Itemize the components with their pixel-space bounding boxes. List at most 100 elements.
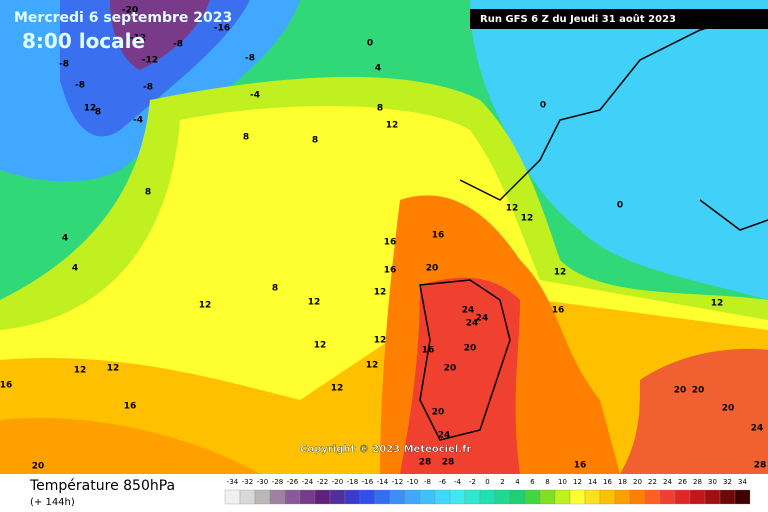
contour-label: 24	[476, 314, 489, 324]
contour-label: 12	[308, 298, 321, 308]
scale-label: 2	[500, 478, 504, 486]
contour-labels: -20-16-12-8-12-8-8-8 -8-4-412804081288844…	[0, 6, 766, 472]
contour-label: 12	[74, 366, 87, 376]
scale-swatch	[389, 489, 406, 505]
contour-label: 12	[521, 214, 534, 224]
contour-label: 20	[32, 462, 45, 472]
contour-label: 12	[374, 336, 387, 346]
scale-label: -34	[227, 478, 239, 486]
scale-swatch	[599, 489, 616, 505]
scale-swatch	[464, 489, 481, 505]
contour-label: 16	[422, 346, 435, 356]
cold-region	[470, 0, 768, 300]
scale-swatch	[239, 489, 256, 505]
contour-label: -8	[245, 54, 255, 64]
scale-swatch	[539, 489, 556, 505]
contour-label: 12	[554, 268, 567, 278]
scale-label: 14	[588, 478, 597, 486]
scale-swatch	[614, 489, 631, 505]
scale-swatch	[344, 489, 361, 505]
scale-label: 24	[663, 478, 672, 486]
contour-label: 8	[95, 108, 101, 118]
forecast-date: Mercredi 6 septembre 2023	[14, 10, 232, 26]
run-info: Run GFS 6 Z du Jeudi 31 août 2023	[480, 13, 676, 25]
contour-label: -4	[250, 91, 260, 101]
contour-label: 20	[722, 404, 735, 414]
contour-label: 8	[272, 284, 278, 294]
scale-label: 30	[708, 478, 717, 486]
scale-label: 34	[738, 478, 747, 486]
scale-swatch	[719, 489, 736, 505]
scale-label: -6	[439, 478, 447, 486]
scale-label: -12	[392, 478, 403, 486]
scale-swatch	[554, 489, 571, 505]
contour-label: 16	[384, 266, 397, 276]
contour-label: 8	[243, 133, 249, 143]
scale-label: -26	[287, 478, 299, 486]
scale-label: 12	[573, 478, 582, 486]
scale-swatch	[584, 489, 601, 505]
scale-swatch	[329, 489, 346, 505]
contour-label: 12	[331, 384, 344, 394]
hot-core	[620, 348, 768, 474]
contour-label: 8	[377, 104, 383, 114]
contour-label: 20	[674, 386, 687, 396]
contour-label: 8	[145, 188, 151, 198]
scale-label: 32	[723, 478, 732, 486]
forecast-time: 8:00 locale	[22, 29, 145, 53]
scale-label: -2	[469, 478, 476, 486]
contour-label: 16	[0, 381, 12, 391]
scale-label: -18	[347, 478, 358, 486]
contour-label: 12	[84, 104, 97, 114]
contour-label: 12	[506, 204, 519, 214]
contour-label: 24	[438, 431, 451, 441]
field-title: Température 850hPa	[29, 478, 175, 494]
copyright: Copyright © 2023 Meteociel.fr	[300, 444, 471, 455]
scale-swatch	[674, 489, 691, 505]
scale-label: 10	[558, 478, 567, 486]
contour-label: 12	[374, 288, 387, 298]
scale-swatch	[659, 489, 676, 505]
contour-label: 16	[432, 231, 445, 241]
scale-label: -20	[332, 478, 343, 486]
scale-label: 18	[618, 478, 627, 486]
warm-region	[0, 418, 260, 474]
contour-label: 24	[751, 424, 764, 434]
contour-label: -12	[142, 56, 158, 66]
scale-swatch	[569, 489, 586, 505]
contour-label: 12	[366, 361, 379, 371]
color-scale: -34 -32 -30 -28 -26 -24 -22 -20 -18 -16 -14 -12 -10-…	[224, 478, 751, 505]
scale-label: -22	[317, 478, 328, 486]
scale-swatch	[434, 489, 451, 505]
contour-label: 0	[540, 101, 546, 111]
scale-swatch	[404, 489, 421, 505]
scale-label: 16	[603, 478, 612, 486]
contour-label: 20	[692, 386, 705, 396]
contour-label: 16	[552, 306, 565, 316]
scale-label: 0	[485, 478, 489, 486]
scale-swatch	[269, 489, 286, 505]
scale-swatch	[509, 489, 526, 505]
contour-label: 24	[462, 306, 475, 316]
scale-label: 8	[545, 478, 549, 486]
scale-label: -14	[377, 478, 389, 486]
contour-label: -8	[143, 83, 153, 93]
contour-label: -8	[75, 81, 85, 91]
scale-swatch	[644, 489, 661, 505]
scale-swatch	[479, 489, 496, 505]
contour-label: 20	[464, 344, 477, 354]
contour-label: 20	[432, 408, 445, 418]
contour-label: -8	[173, 40, 183, 50]
contour-label: 12	[314, 341, 327, 351]
scale-swatch	[449, 489, 466, 505]
scale-swatch	[704, 489, 721, 505]
contour-label: -8	[59, 60, 69, 70]
scale-label: 22	[648, 478, 657, 486]
scale-swatch	[689, 489, 706, 505]
contour-label: 12	[199, 301, 212, 311]
contour-label: 4	[375, 64, 381, 74]
scale-swatch	[314, 489, 331, 505]
scale-label: -28	[272, 478, 283, 486]
contour-label: -12	[130, 34, 146, 44]
